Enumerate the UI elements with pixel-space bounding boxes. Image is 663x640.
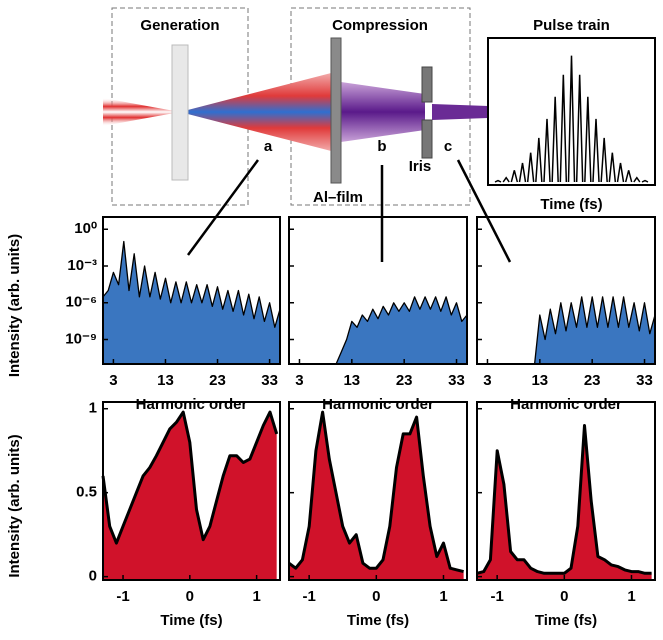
chart-title: Pulse train — [533, 17, 610, 34]
area-fill — [103, 412, 277, 580]
x-tick-label: -1 — [490, 588, 503, 605]
x-axis-label: Time (fs) — [540, 196, 602, 213]
x-tick-label: -1 — [302, 588, 315, 605]
x-tick-label: 33 — [636, 372, 653, 389]
x-tick-label: 3 — [295, 372, 303, 389]
al-film-label: Al–film — [313, 189, 363, 206]
y-tick-label: 10⁻³ — [67, 257, 97, 274]
pulse — [494, 179, 502, 183]
y-tick-label: 10⁻⁶ — [65, 294, 97, 311]
filtered-beam — [341, 82, 425, 142]
plot-frame — [476, 216, 656, 365]
y-axis-label: Intensity (arb. units) — [6, 234, 23, 377]
plot-frame — [288, 401, 468, 581]
pulse — [567, 55, 576, 183]
driving-beam — [103, 98, 180, 126]
x-tick-label: 3 — [109, 372, 117, 389]
x-tick-label: 33 — [448, 372, 465, 389]
area-line — [476, 424, 652, 575]
compression-box — [290, 7, 471, 206]
plot-frame — [288, 216, 468, 365]
y-tick-label: 10⁰ — [74, 220, 97, 237]
pulse — [584, 96, 592, 183]
x-axis-label: Harmonic order — [136, 396, 248, 413]
pulse — [633, 176, 641, 183]
gas-target — [171, 44, 189, 181]
pulse — [518, 162, 527, 183]
pulse — [608, 152, 617, 183]
x-tick-label: 13 — [157, 372, 174, 389]
x-tick-label: 0 — [372, 588, 380, 605]
x-tick-label: 1 — [439, 588, 447, 605]
connector-c — [456, 159, 512, 263]
iris-top — [421, 66, 433, 103]
x-axis-label: Harmonic order — [510, 396, 622, 413]
y-tick-label: 0 — [89, 568, 97, 585]
x-tick-label: 23 — [396, 372, 413, 389]
plot-frame — [476, 401, 656, 581]
compression-label: Compression — [332, 17, 428, 34]
setup-diagram: Generation Compression Al–film Iris a b … — [103, 7, 512, 263]
pulse — [535, 137, 543, 183]
pulse — [551, 96, 559, 183]
plot-frame — [102, 216, 281, 365]
y-axis-label: Intensity (arb. units) — [6, 434, 23, 577]
pulse — [543, 118, 551, 183]
al-film — [330, 37, 342, 184]
x-tick-label: 1 — [627, 588, 635, 605]
x-tick-label: 13 — [531, 372, 548, 389]
x-tick-label: 0 — [186, 588, 194, 605]
pulse — [624, 170, 633, 183]
area-line — [102, 240, 281, 328]
iris-bottom — [421, 119, 433, 159]
pulse — [641, 179, 649, 183]
plot-frame — [487, 37, 656, 186]
area-line — [101, 410, 279, 545]
plot-frame — [102, 401, 281, 581]
x-tick-label: 23 — [209, 372, 226, 389]
area-line — [288, 410, 464, 574]
panel-letter: b — [377, 138, 386, 155]
area-fill — [103, 241, 280, 364]
x-tick-label: -1 — [116, 588, 129, 605]
x-tick-label: 0 — [560, 588, 568, 605]
y-tick-label: 1 — [89, 400, 97, 417]
pulse — [575, 74, 584, 183]
x-tick-label: 13 — [343, 372, 360, 389]
iris-beam — [432, 104, 488, 120]
harmonic-beam — [180, 72, 335, 152]
y-tick-label: 10⁻⁹ — [65, 330, 97, 347]
panel-letter: a — [264, 138, 273, 155]
pulse — [526, 152, 535, 183]
pulse — [502, 176, 510, 183]
x-axis-label: Harmonic order — [322, 396, 434, 413]
pulse — [616, 162, 625, 183]
area-fill — [289, 296, 467, 364]
iris-label: Iris — [409, 158, 432, 175]
pulse — [510, 170, 519, 183]
pulse — [559, 74, 568, 183]
x-tick-label: 3 — [483, 372, 491, 389]
y-tick-label: 0.5 — [76, 484, 97, 501]
x-axis-label: Time (fs) — [535, 612, 597, 629]
connector-a — [186, 159, 260, 256]
x-axis-label: Time (fs) — [347, 612, 409, 629]
area-fill — [477, 425, 652, 580]
x-tick-label: 33 — [261, 372, 278, 389]
x-axis-label: Time (fs) — [160, 612, 222, 629]
pulse — [600, 137, 608, 183]
generation-label: Generation — [140, 17, 219, 34]
pulse — [592, 118, 600, 183]
x-tick-label: 1 — [252, 588, 260, 605]
x-tick-label: 23 — [584, 372, 601, 389]
panel-letter: c — [444, 138, 452, 155]
